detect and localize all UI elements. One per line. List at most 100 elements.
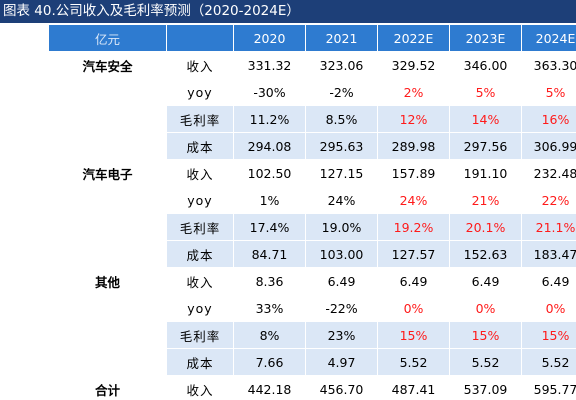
value-cell: 5% xyxy=(521,78,576,106)
table-row: 毛利率 11.2% 8.5% 12% 14% 16% xyxy=(48,105,576,133)
table-row: 汽车电子 收入 102.50 127.15 157.89 191.10 232.48 xyxy=(48,159,576,187)
value-cell: 21% xyxy=(449,186,522,214)
value-cell: 442.18 xyxy=(233,375,306,400)
table-row: 毛利率 8% 23% 15% 15% 15% xyxy=(48,321,576,349)
value-cell: 102.50 xyxy=(233,159,306,187)
segment-label xyxy=(48,294,167,322)
metric-label: 收入 xyxy=(166,159,234,187)
value-cell: 537.09 xyxy=(449,375,522,400)
value-cell: 183.47 xyxy=(521,240,576,268)
value-cell: 595.77 xyxy=(521,375,576,400)
value-cell: 84.71 xyxy=(233,240,306,268)
value-cell: 19.2% xyxy=(377,213,450,241)
metric-label: 毛利率 xyxy=(166,105,234,133)
value-cell: 21.1% xyxy=(521,213,576,241)
value-cell: 487.41 xyxy=(377,375,450,400)
value-cell: 152.63 xyxy=(449,240,522,268)
header-year: 2024E xyxy=(521,24,576,52)
value-cell: 24% xyxy=(305,186,378,214)
value-cell: 5.52 xyxy=(449,348,522,376)
segment-label xyxy=(48,78,167,106)
segment-label xyxy=(48,105,167,133)
value-cell: 232.48 xyxy=(521,159,576,187)
metric-label: 毛利率 xyxy=(166,213,234,241)
segment-label: 合计 xyxy=(48,375,167,400)
value-cell: 294.08 xyxy=(233,132,306,160)
value-cell: 15% xyxy=(449,321,522,349)
value-cell: -2% xyxy=(305,78,378,106)
segment-label xyxy=(48,213,167,241)
value-cell: 329.52 xyxy=(377,51,450,79)
value-cell: 8% xyxy=(233,321,306,349)
value-cell: 0% xyxy=(449,294,522,322)
value-cell: -30% xyxy=(233,78,306,106)
metric-label: 成本 xyxy=(166,348,234,376)
value-cell: 289.98 xyxy=(377,132,450,160)
value-cell: 2% xyxy=(377,78,450,106)
value-cell: 17.4% xyxy=(233,213,306,241)
value-cell: 15% xyxy=(377,321,450,349)
table-row: 成本 294.08 295.63 289.98 297.56 306.99 xyxy=(48,132,576,160)
revenue-margin-table: 亿元 2020 2021 2022E 2023E 2024E 汽车安全 收入 331… xyxy=(48,24,576,400)
value-cell: 12% xyxy=(377,105,450,133)
segment-label xyxy=(48,240,167,268)
value-cell: 7.66 xyxy=(233,348,306,376)
metric-label: 成本 xyxy=(166,132,234,160)
value-cell: 127.15 xyxy=(305,159,378,187)
value-cell: 6.49 xyxy=(521,267,576,295)
value-cell: 1% xyxy=(233,186,306,214)
header-unit: 亿元 xyxy=(48,24,167,52)
value-cell: 24% xyxy=(377,186,450,214)
table-row: 汽车安全 收入 331.32 323.06 329.52 346.00 363.30 xyxy=(48,51,576,79)
table-row: 合计 收入 442.18 456.70 487.41 537.09 595.77 xyxy=(48,375,576,400)
header-year: 2022E xyxy=(377,24,450,52)
segment-label xyxy=(48,348,167,376)
value-cell: 103.00 xyxy=(305,240,378,268)
table-row: 其他 收入 8.36 6.49 6.49 6.49 6.49 xyxy=(48,267,576,295)
segment-label xyxy=(48,186,167,214)
segment-label: 汽车电子 xyxy=(48,159,167,187)
header-year: 2023E xyxy=(449,24,522,52)
value-cell: 19.0% xyxy=(305,213,378,241)
table-row: 成本 84.71 103.00 127.57 152.63 183.47 xyxy=(48,240,576,268)
value-cell: 456.70 xyxy=(305,375,378,400)
header-year: 2020 xyxy=(233,24,306,52)
table-body: 汽车安全 收入 331.32 323.06 329.52 346.00 363.30 yoy -… xyxy=(48,51,576,400)
table-row: 成本 7.66 4.97 5.52 5.52 5.52 xyxy=(48,348,576,376)
figure-title: 图表 40.公司收入及毛利率预测（2020-2024E） xyxy=(0,0,576,23)
value-cell: 297.56 xyxy=(449,132,522,160)
metric-label: yoy xyxy=(166,78,234,106)
table-row: yoy -30% -2% 2% 5% 5% xyxy=(48,78,576,106)
value-cell: 127.57 xyxy=(377,240,450,268)
value-cell: 11.2% xyxy=(233,105,306,133)
value-cell: 295.63 xyxy=(305,132,378,160)
value-cell: 157.89 xyxy=(377,159,450,187)
metric-label: 成本 xyxy=(166,240,234,268)
value-cell: 191.10 xyxy=(449,159,522,187)
value-cell: 33% xyxy=(233,294,306,322)
segment-label xyxy=(48,132,167,160)
value-cell: 5.52 xyxy=(377,348,450,376)
value-cell: 5.52 xyxy=(521,348,576,376)
header-metric-blank xyxy=(166,24,234,52)
value-cell: 0% xyxy=(521,294,576,322)
value-cell: 8.36 xyxy=(233,267,306,295)
value-cell: 8.5% xyxy=(305,105,378,133)
metric-label: 收入 xyxy=(166,51,234,79)
metric-label: 收入 xyxy=(166,267,234,295)
value-cell: 323.06 xyxy=(305,51,378,79)
value-cell: 4.97 xyxy=(305,348,378,376)
segment-label: 汽车安全 xyxy=(48,51,167,79)
value-cell: 0% xyxy=(377,294,450,322)
value-cell: 16% xyxy=(521,105,576,133)
header-row: 亿元 2020 2021 2022E 2023E 2024E xyxy=(48,24,576,52)
value-cell: 5% xyxy=(449,78,522,106)
metric-label: 毛利率 xyxy=(166,321,234,349)
value-cell: 346.00 xyxy=(449,51,522,79)
value-cell: 14% xyxy=(449,105,522,133)
metric-label: yoy xyxy=(166,186,234,214)
value-cell: 15% xyxy=(521,321,576,349)
value-cell: 306.99 xyxy=(521,132,576,160)
value-cell: 20.1% xyxy=(449,213,522,241)
